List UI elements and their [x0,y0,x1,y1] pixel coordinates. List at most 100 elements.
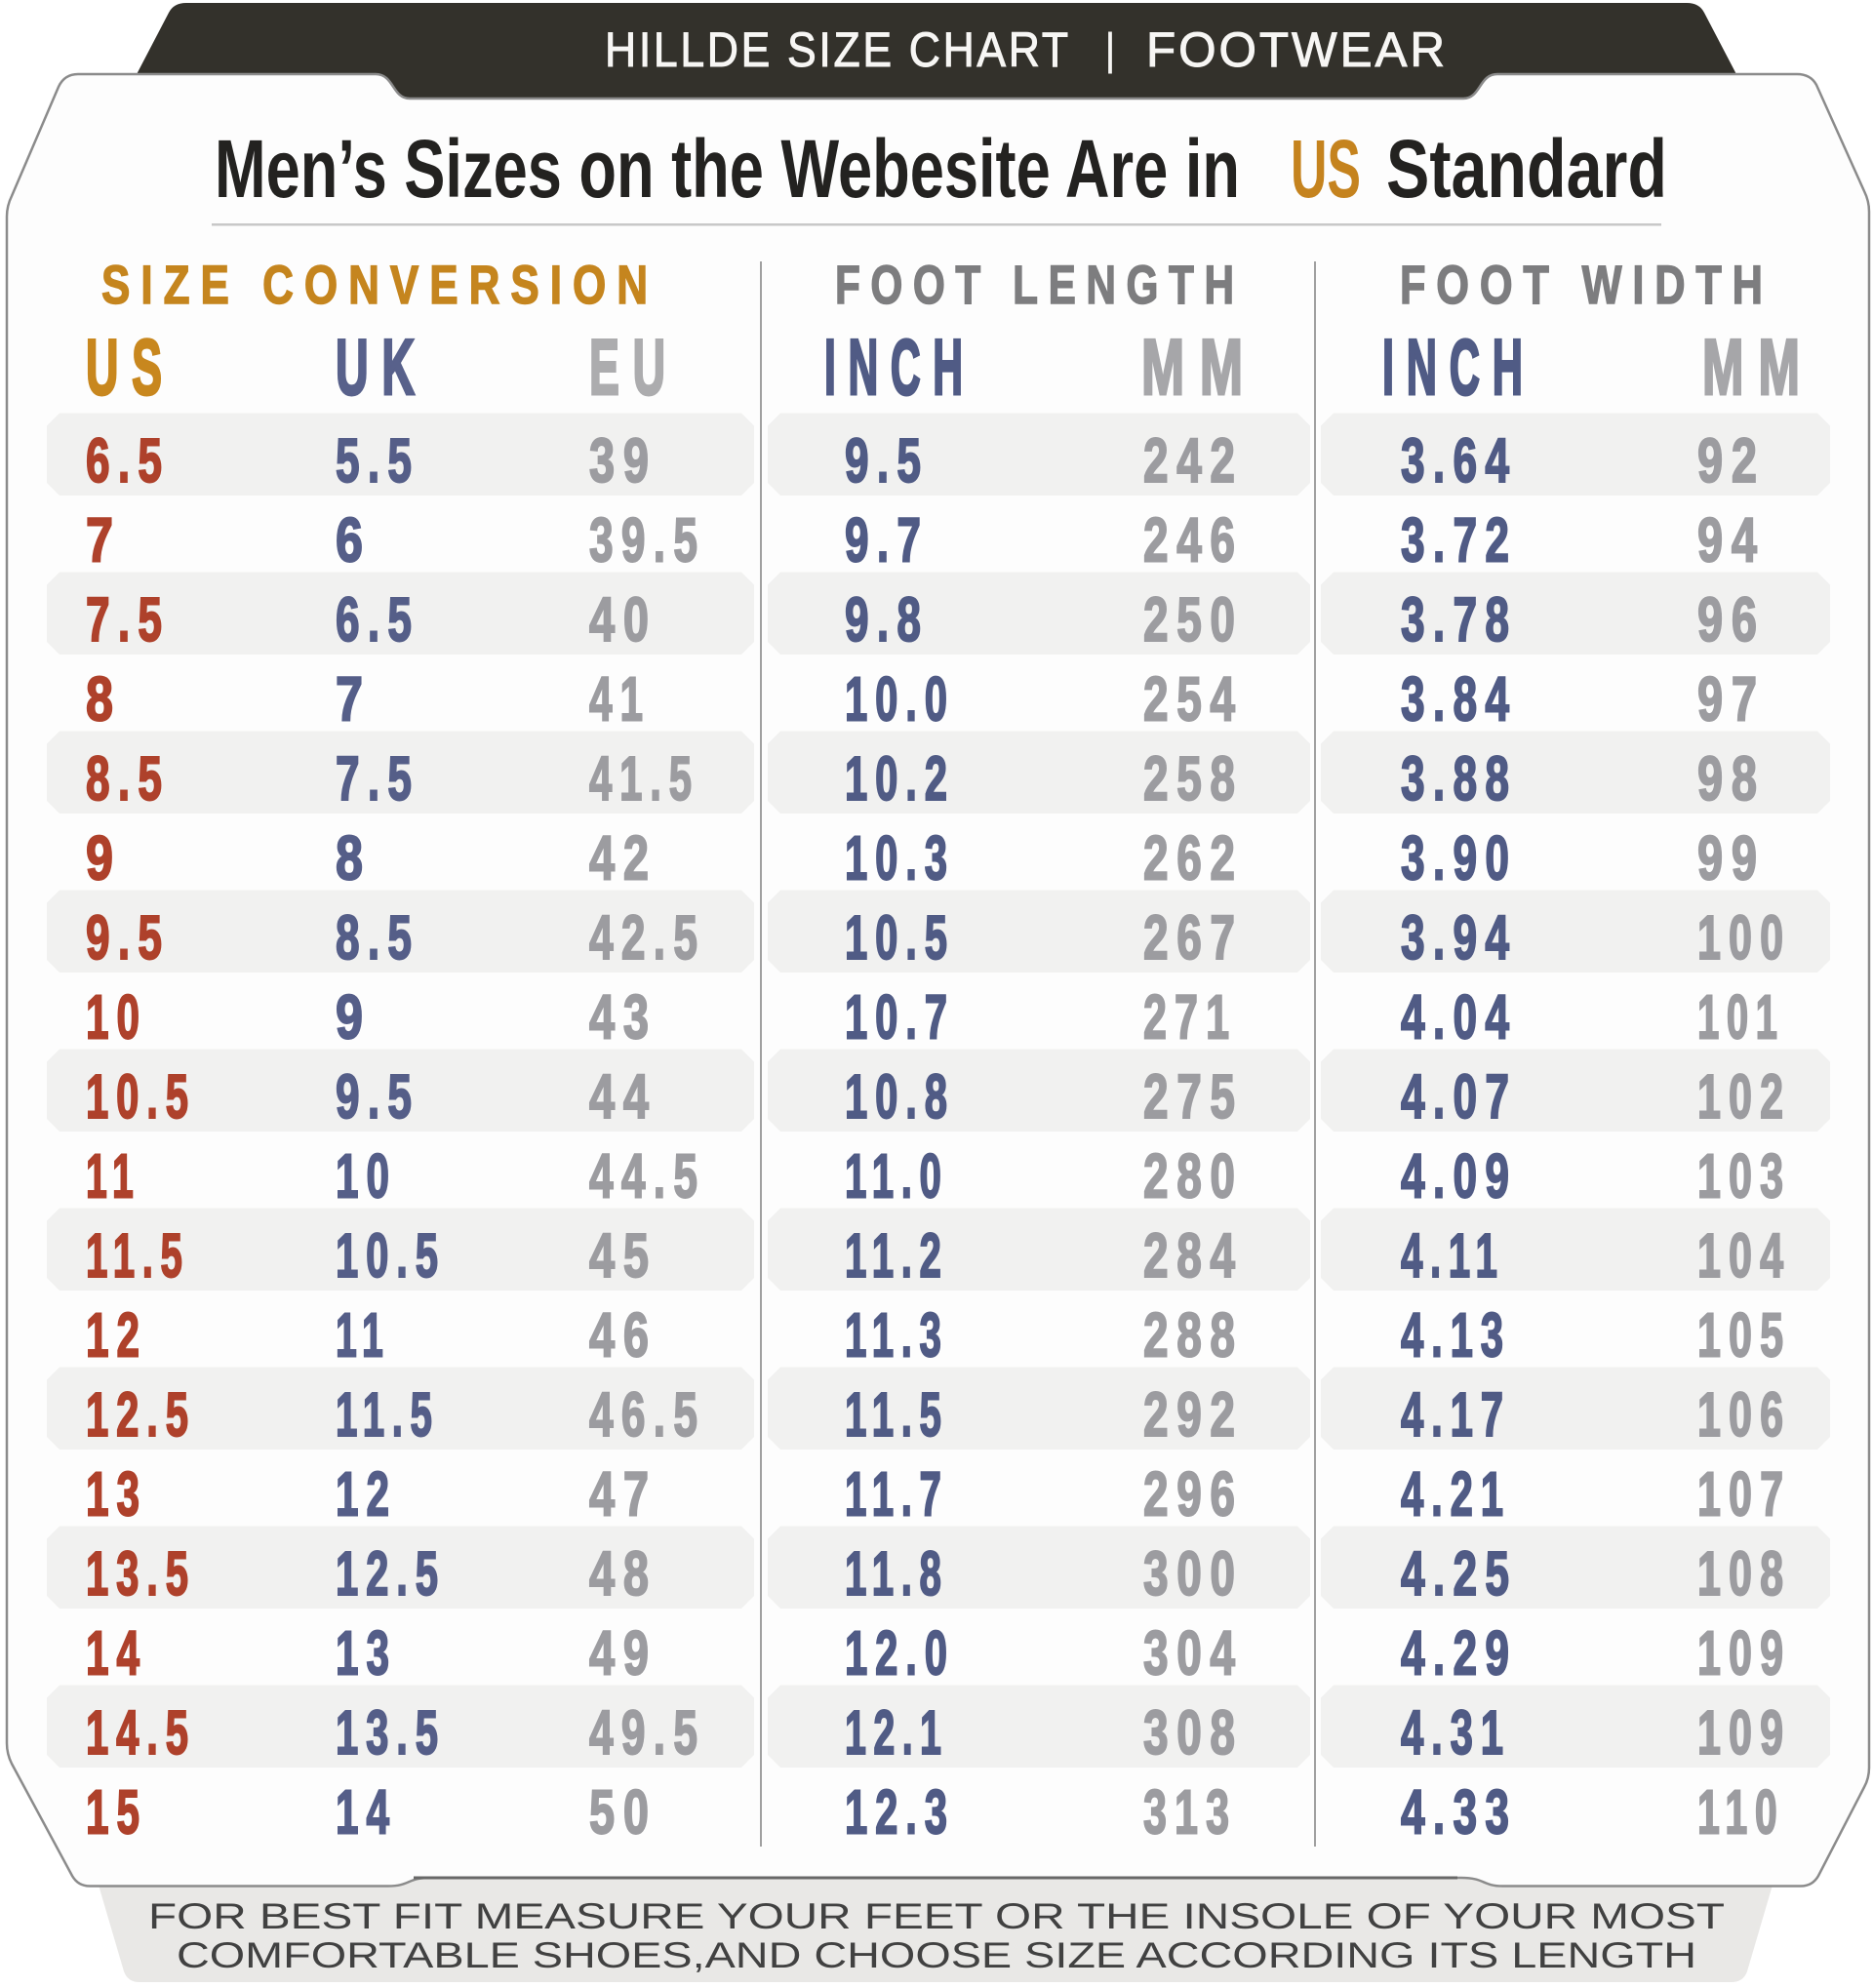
svg-text:10.5: 10.5 [336,1220,446,1291]
svg-text:11.2: 11.2 [845,1220,948,1291]
svg-text:304: 304 [1143,1618,1244,1689]
svg-text:102: 102 [1697,1061,1791,1132]
svg-text:10.5: 10.5 [86,1061,196,1132]
svg-text:MM: MM [1702,324,1814,412]
svg-text:11: 11 [86,1141,140,1212]
svg-text:9: 9 [86,823,122,894]
svg-text:99: 99 [1697,823,1766,894]
svg-text:107: 107 [1697,1459,1791,1530]
svg-text:106: 106 [1697,1379,1791,1450]
svg-text:105: 105 [1697,1300,1791,1371]
svg-text:4.13: 4.13 [1401,1300,1511,1371]
svg-text:10.7: 10.7 [845,982,955,1053]
svg-text:94: 94 [1697,505,1766,576]
svg-text:3.94: 3.94 [1401,902,1517,973]
svg-text:267: 267 [1143,902,1244,973]
svg-text:11.5: 11.5 [336,1379,439,1450]
svg-text:4.04: 4.04 [1401,982,1517,1053]
svg-text:11.8: 11.8 [845,1538,948,1609]
svg-text:5.5: 5.5 [336,425,419,496]
svg-text:4.21: 4.21 [1401,1459,1511,1530]
svg-text:12.5: 12.5 [86,1379,196,1450]
svg-text:42: 42 [589,823,658,894]
svg-text:11.5: 11.5 [86,1220,189,1291]
svg-text:9.7: 9.7 [845,505,929,576]
svg-text:101: 101 [1697,982,1785,1053]
svg-text:313: 313 [1143,1777,1237,1848]
svg-text:8: 8 [86,664,122,735]
svg-text:258: 258 [1143,743,1244,814]
svg-text:FOOT LENGTH: FOOT LENGTH [835,254,1245,315]
svg-text:Men’s Sizes on the Webesite Ar: Men’s Sizes on the Webesite Are in [215,123,1240,215]
svg-text:275: 275 [1143,1061,1244,1132]
svg-text:4.29: 4.29 [1401,1618,1517,1689]
svg-text:HILLDE SIZE CHART: HILLDE SIZE CHART [605,22,1071,77]
svg-text:98: 98 [1697,743,1766,814]
svg-text:EU: EU [589,324,679,412]
svg-text:39.5: 39.5 [589,505,705,576]
svg-text:10.2: 10.2 [845,743,955,814]
svg-text:13: 13 [86,1459,147,1530]
svg-text:288: 288 [1143,1300,1244,1371]
svg-text:7: 7 [336,664,372,735]
svg-text:103: 103 [1697,1141,1791,1212]
svg-text:7.5: 7.5 [336,743,419,814]
svg-text:14.5: 14.5 [86,1697,196,1768]
svg-text:300: 300 [1143,1538,1244,1609]
svg-text:6.5: 6.5 [86,425,170,496]
svg-text:12: 12 [86,1300,147,1371]
svg-text:50: 50 [589,1777,658,1848]
svg-text:3.88: 3.88 [1401,743,1517,814]
svg-text:46: 46 [589,1300,658,1371]
svg-text:12.1: 12.1 [845,1697,948,1768]
svg-text:242: 242 [1143,425,1244,496]
svg-text:UK: UK [336,324,428,412]
svg-text:4.09: 4.09 [1401,1141,1517,1212]
svg-text:US: US [86,324,176,412]
svg-text:INCH: INCH [824,324,976,412]
svg-text:11: 11 [336,1300,390,1371]
svg-text:8.5: 8.5 [336,902,419,973]
svg-text:10.0: 10.0 [845,664,955,735]
svg-text:44.5: 44.5 [589,1141,705,1212]
svg-text:3.78: 3.78 [1401,584,1517,655]
svg-text:14: 14 [336,1777,397,1848]
svg-text:FOOTWEAR: FOOTWEAR [1146,22,1448,77]
svg-text:4.33: 4.33 [1401,1777,1517,1848]
svg-text:96: 96 [1697,584,1766,655]
svg-text:3.64: 3.64 [1401,425,1517,496]
svg-text:41.5: 41.5 [589,743,699,814]
svg-text:11.0: 11.0 [845,1141,948,1212]
svg-text:45: 45 [589,1220,658,1291]
svg-text:4.25: 4.25 [1401,1538,1517,1609]
svg-text:10.8: 10.8 [845,1061,955,1132]
svg-text:COMFORTABLE SHOES,AND CHOOSE S: COMFORTABLE SHOES,AND CHOOSE SIZE ACCORD… [177,1935,1696,1975]
svg-text:308: 308 [1143,1697,1244,1768]
svg-text:46.5: 46.5 [589,1379,705,1450]
svg-text:108: 108 [1697,1538,1791,1609]
svg-text:4.31: 4.31 [1401,1697,1511,1768]
svg-text:6.5: 6.5 [336,584,419,655]
svg-text:44: 44 [589,1061,658,1132]
svg-text:39: 39 [589,425,658,496]
svg-text:12.0: 12.0 [845,1618,955,1689]
svg-text:4.17: 4.17 [1401,1379,1511,1450]
svg-text:13.5: 13.5 [336,1697,446,1768]
svg-text:FOOT WIDTH: FOOT WIDTH [1400,254,1773,315]
svg-text:92: 92 [1697,425,1766,496]
svg-text:4.07: 4.07 [1401,1061,1517,1132]
svg-text:10.3: 10.3 [845,823,955,894]
svg-text:8: 8 [336,823,372,894]
svg-text:40: 40 [589,584,658,655]
svg-text:11.3: 11.3 [845,1300,948,1371]
svg-text:10.5: 10.5 [845,902,955,973]
svg-text:3.84: 3.84 [1401,664,1517,735]
svg-text:49.5: 49.5 [589,1697,705,1768]
svg-text:INCH: INCH [1382,324,1535,412]
svg-text:9: 9 [336,982,372,1053]
svg-text:US: US [1291,123,1361,215]
svg-text:104: 104 [1697,1220,1791,1291]
svg-text:97: 97 [1697,664,1766,735]
svg-text:110: 110 [1697,1777,1785,1848]
svg-text:3.90: 3.90 [1401,823,1517,894]
